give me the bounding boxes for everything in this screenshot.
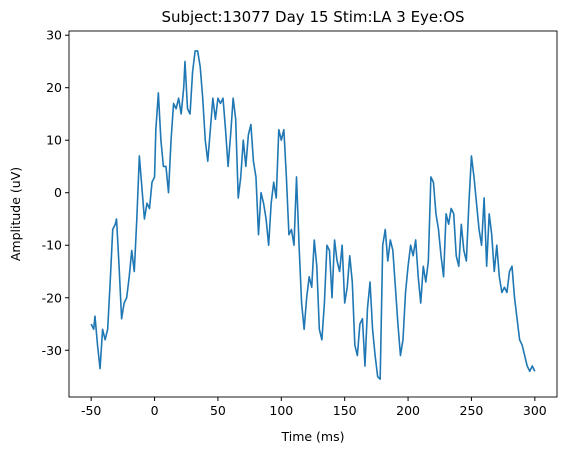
y-tick-label: -20 (42, 290, 62, 305)
x-tick-label: -50 (81, 403, 101, 418)
y-tick-label: 30 (46, 28, 62, 43)
plot-frame (68, 30, 558, 398)
data-line (90, 50, 536, 380)
x-tick-label: 200 (396, 403, 420, 418)
y-tick-label: 20 (46, 80, 62, 95)
y-tick-label: -30 (42, 343, 62, 358)
x-tick-label: 250 (460, 403, 484, 418)
y-axis-label: Amplitude (uV) (8, 167, 23, 261)
x-tick-label: 0 (151, 403, 159, 418)
x-tick-label: 50 (210, 403, 226, 418)
x-tick-label: 100 (269, 403, 293, 418)
x-axis-label: Time (ms) (280, 429, 344, 444)
y-tick-label: -10 (42, 238, 62, 253)
y-tick-label: 10 (46, 133, 62, 148)
x-tick-label: 300 (523, 403, 547, 418)
chart-title: Subject:13077 Day 15 Stim:LA 3 Eye:OS (161, 8, 464, 26)
y-tick-label: 0 (54, 185, 62, 200)
x-tick-label: 150 (333, 403, 357, 418)
